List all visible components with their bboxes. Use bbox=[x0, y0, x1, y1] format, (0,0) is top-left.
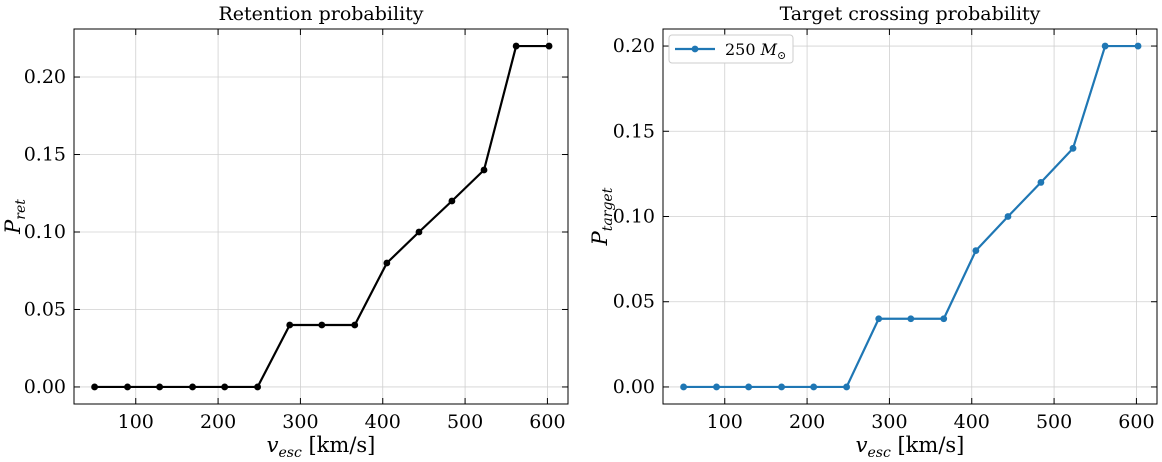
data-point bbox=[1037, 179, 1045, 186]
x-tick-label: 200 bbox=[200, 411, 236, 433]
y-tick-label: 0.05 bbox=[613, 291, 655, 313]
data-point bbox=[448, 197, 456, 205]
y-tick-label: 0.20 bbox=[24, 66, 66, 88]
data-point bbox=[383, 259, 391, 267]
data-point bbox=[545, 42, 553, 50]
x-axis-unit: [km/s] bbox=[891, 433, 965, 457]
data-point bbox=[778, 383, 785, 391]
x-tick-label: 200 bbox=[789, 411, 825, 433]
data-point bbox=[843, 383, 851, 391]
data-point bbox=[221, 383, 229, 391]
data-point bbox=[940, 315, 948, 323]
y-tick-label: 0.20 bbox=[613, 35, 655, 57]
data-point bbox=[318, 321, 326, 329]
legend-series-name: 250 bbox=[725, 40, 756, 59]
data-point bbox=[1069, 144, 1077, 152]
x-tick-label: 600 bbox=[529, 411, 565, 433]
data-point bbox=[810, 383, 818, 391]
x-tick-label: 300 bbox=[282, 411, 318, 433]
series-line bbox=[94, 44, 550, 389]
target-crossing-panel: 100 200 300 400 500 600 0.00 0.05 0.10 0.15 0.20 Ta… bbox=[588, 3, 1158, 461]
x-axis-var: v bbox=[267, 433, 279, 457]
y-axis-sub: target bbox=[600, 187, 616, 231]
data-point bbox=[91, 383, 98, 391]
x-tick-label: 100 bbox=[118, 411, 154, 433]
plot-frame bbox=[73, 28, 569, 405]
y-tick-label: 0.15 bbox=[613, 120, 655, 142]
x-axis-label: vesc [km/s] bbox=[856, 433, 965, 461]
data-point bbox=[907, 315, 915, 323]
legend-unit-sub: ⊙ bbox=[777, 49, 786, 62]
x-axis-var: v bbox=[856, 433, 868, 457]
data-point bbox=[972, 247, 980, 254]
y-tick-label: 0.10 bbox=[24, 221, 66, 243]
y-axis-var: P bbox=[588, 230, 612, 246]
y-tick-label: 0.15 bbox=[24, 144, 66, 166]
legend-unit-var: M bbox=[760, 40, 778, 59]
y-tick-label: 0.00 bbox=[613, 376, 655, 398]
data-point bbox=[680, 383, 687, 391]
data-point bbox=[1134, 42, 1142, 50]
y-tick-label: 0.10 bbox=[613, 206, 655, 228]
y-tick-label: 0.05 bbox=[24, 298, 66, 320]
legend: 250 M⊙ bbox=[668, 34, 794, 64]
x-axis-sub: esc bbox=[868, 445, 891, 461]
data-point bbox=[875, 315, 883, 323]
data-point bbox=[480, 166, 488, 174]
data-point bbox=[1101, 42, 1109, 50]
x-tick-label: 600 bbox=[1118, 411, 1154, 433]
data-point bbox=[124, 383, 131, 391]
retention-probability-panel: 100 200 300 400 500 600 0.00 0.05 0.10 0.15 0.20 Re… bbox=[1, 3, 569, 461]
legend-marker bbox=[691, 45, 699, 53]
x-tick-label: 300 bbox=[871, 411, 907, 433]
data-point bbox=[351, 321, 359, 329]
x-tick-label: 400 bbox=[365, 411, 401, 433]
data-point bbox=[745, 383, 753, 391]
legend-label: 250 M⊙ bbox=[725, 40, 786, 62]
x-tick-label: 100 bbox=[707, 411, 743, 433]
chart-title: Retention probability bbox=[218, 3, 423, 25]
data-point bbox=[189, 383, 196, 391]
chart-title: Target crossing probability bbox=[780, 3, 1041, 25]
y-axis-label: Pret bbox=[1, 199, 29, 235]
y-axis-sub: ret bbox=[13, 199, 29, 220]
y-axis-var: P bbox=[1, 219, 25, 235]
x-tick-label: 400 bbox=[954, 411, 990, 433]
data-point bbox=[415, 228, 423, 236]
data-point bbox=[713, 383, 720, 391]
x-axis-sub: esc bbox=[279, 445, 302, 461]
x-axis-label: vesc [km/s] bbox=[267, 433, 376, 461]
data-point bbox=[254, 383, 262, 391]
data-point bbox=[156, 383, 164, 391]
y-axis-label: Ptarget bbox=[588, 187, 616, 246]
x-tick-label: 500 bbox=[447, 411, 483, 433]
data-point bbox=[1004, 213, 1012, 220]
x-axis-unit: [km/s] bbox=[302, 433, 376, 457]
y-tick-label: 0.00 bbox=[24, 376, 66, 398]
legend-box bbox=[668, 34, 794, 64]
x-tick-label: 500 bbox=[1036, 411, 1072, 433]
data-point bbox=[512, 42, 520, 50]
data-point bbox=[286, 321, 294, 329]
